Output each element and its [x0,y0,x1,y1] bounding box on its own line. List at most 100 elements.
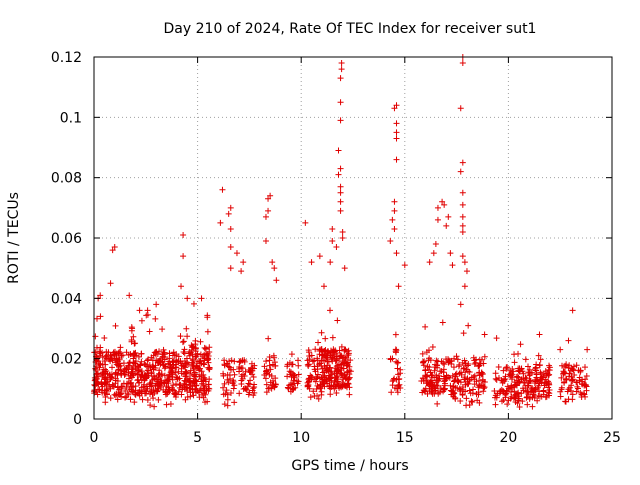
data-point [463,268,470,275]
data-point [152,364,159,371]
data-point [339,357,346,364]
data-point [138,372,145,379]
data-point [148,369,155,376]
data-point [159,326,166,333]
data-point [545,379,552,386]
data-point [337,198,344,205]
data-point [144,385,151,392]
data-point [155,396,162,403]
data-point [141,390,148,397]
data-point [263,368,270,375]
data-point [102,399,109,406]
data-point [435,388,442,395]
data-point [457,398,464,405]
data-point [393,120,400,127]
data-point [516,403,523,410]
data-point [187,389,194,396]
data-point [311,357,318,364]
data-point [329,238,336,245]
data-point [236,358,243,365]
data-point [250,385,257,392]
data-point [223,387,230,394]
data-point [441,361,448,368]
data-point [308,259,315,266]
y-tick-label: 0.04 [51,291,82,307]
data-point [347,357,354,364]
data-point [308,352,315,359]
data-point [511,359,518,366]
data-point [228,357,235,364]
data-point [269,259,276,266]
data-point [424,390,431,397]
data-point [266,357,273,364]
data-point [527,394,534,401]
data-point [131,399,138,406]
data-point [180,253,187,260]
data-point [316,347,323,354]
data-point [148,383,155,390]
data-point [533,367,540,374]
data-point [434,216,441,223]
data-point [519,398,526,405]
data-point [108,374,115,381]
data-point [295,362,302,369]
data-point [204,328,211,335]
data-point [127,372,134,379]
data-point [193,352,200,359]
data-point [545,384,552,391]
data-point [107,357,114,364]
data-point [97,292,104,299]
data-point [138,350,145,357]
data-point [136,307,143,314]
data-point [169,352,176,359]
data-point [340,360,347,367]
data-point [334,378,341,385]
data-point [310,388,317,395]
data-point [180,349,187,356]
data-point [221,357,228,364]
data-point [136,389,143,396]
data-point [193,362,200,369]
data-point [426,380,433,387]
data-point [233,250,240,257]
data-point [307,394,314,401]
data-point [457,105,464,112]
data-point [459,60,466,67]
data-point [504,364,511,371]
data-point [122,394,129,401]
data-point [448,358,455,365]
data-point [238,380,245,387]
data-point [151,403,158,410]
data-point [189,383,196,390]
data-point [174,374,181,381]
data-point [393,129,400,136]
data-point [153,376,160,383]
data-point [317,360,324,367]
data-point [337,353,344,360]
data-point [318,357,325,364]
data-point [314,392,321,399]
data-point [115,350,122,357]
data-point [121,371,128,378]
data-point [569,365,576,372]
data-point [577,367,584,374]
data-point [546,387,553,394]
data-point [111,244,118,251]
data-point [246,368,253,375]
data-point [335,171,342,178]
data-point [387,356,394,363]
data-point [273,277,280,284]
data-point [532,366,539,373]
data-point [182,364,189,371]
data-point [134,371,141,378]
data-point [568,382,575,389]
data-point [167,400,174,407]
data-point [318,388,325,395]
data-point [569,377,576,384]
y-tick-label: 0 [73,412,82,428]
data-point [460,330,467,337]
data-point [443,222,450,229]
data-point [566,384,573,391]
data-point [302,219,309,226]
data-point [335,147,342,154]
